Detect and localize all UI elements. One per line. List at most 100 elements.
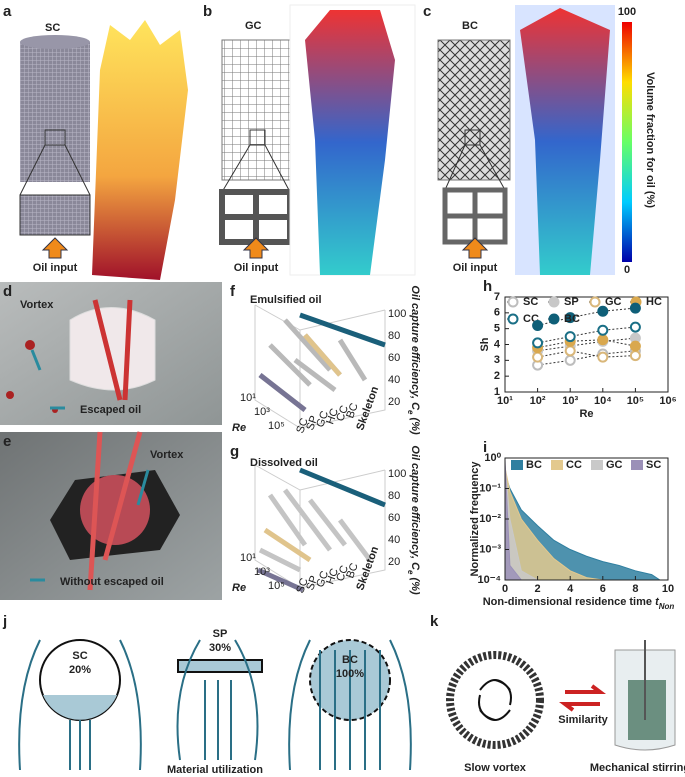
- x-label-part: Non-dimensional residence time: [483, 596, 655, 608]
- oil-input: Oil input: [234, 262, 279, 274]
- z-tick: 60: [388, 512, 400, 524]
- area: [504, 467, 603, 581]
- z-tick: 40: [388, 534, 400, 546]
- z-tick: 100: [388, 468, 406, 480]
- colorbar: [622, 22, 632, 262]
- skeleton-tick: CC: [334, 404, 351, 423]
- legend-swatch: [631, 460, 643, 470]
- skeleton-tick: SP: [304, 574, 320, 592]
- panel-label: a: [3, 3, 12, 20]
- annotation: Vortex: [20, 299, 54, 311]
- re-label: Re: [232, 422, 246, 434]
- z-label: Oil capture efficiency, Ce (%): [406, 285, 421, 435]
- y-tick-label: 1: [494, 386, 500, 398]
- label: 30%: [209, 642, 231, 654]
- tube: [92, 299, 133, 401]
- x-tick-label: 10²: [530, 395, 546, 407]
- legend-marker: [589, 296, 601, 308]
- z-tick: 60: [388, 352, 400, 364]
- arrows: [30, 349, 65, 410]
- legend-label: HC: [646, 296, 662, 308]
- legend-label: CC: [566, 459, 582, 471]
- z-tick: 40: [388, 374, 400, 386]
- y-tick-label: 10⁻⁴: [478, 574, 501, 586]
- annotation: Escaped oil: [80, 404, 141, 416]
- panel-label: i: [483, 439, 487, 456]
- point: [597, 324, 609, 336]
- re-tick: 10⁵: [268, 580, 285, 592]
- annotation: Vortex: [150, 449, 184, 461]
- cylinder: [221, 39, 291, 181]
- caption: Mechanical stirring: [590, 762, 685, 774]
- z-label-part: Oil capture efficiency, C: [409, 445, 421, 571]
- legend-label: SP: [564, 296, 579, 308]
- colorbar-label: Volume fraction for oil (%): [644, 72, 656, 208]
- arrows: [30, 469, 150, 582]
- z-label-part: e: [406, 570, 415, 575]
- series-line: [537, 326, 636, 344]
- caption: Material utilization: [167, 764, 263, 776]
- panel-a: [19, 20, 188, 280]
- zoom: [221, 129, 291, 193]
- panel-label: j: [2, 613, 7, 630]
- x-tick-label: 4: [567, 583, 574, 595]
- x-tick-label: 2: [535, 583, 541, 595]
- point: [597, 305, 609, 317]
- bc-detail: [445, 190, 505, 242]
- caption: Slow vortex: [464, 762, 527, 774]
- skeleton-tick: GC: [314, 569, 331, 589]
- caption: Similarity: [558, 714, 608, 726]
- point: [597, 334, 609, 346]
- legend-label: SC: [523, 296, 538, 308]
- colorbar-max: 100: [618, 6, 636, 18]
- panel-label: b: [203, 3, 212, 20]
- y-tick-label: 10⁻²: [479, 513, 501, 525]
- grid-detail: [222, 192, 290, 242]
- legend-label: SC: [646, 459, 661, 471]
- tube: [87, 431, 143, 591]
- title: Dissolved oil: [250, 457, 318, 469]
- title: Emulsified oil: [250, 294, 322, 306]
- arrow: [242, 237, 270, 259]
- legend-marker: [507, 296, 519, 308]
- y-tick-label: 5: [494, 323, 500, 335]
- z-tick: 80: [388, 490, 400, 502]
- panel-label: f: [230, 283, 236, 300]
- legend-marker: [548, 296, 560, 308]
- skeleton-tick: SC: [294, 417, 311, 436]
- panel-label: k: [430, 613, 439, 630]
- series-line: [537, 350, 636, 366]
- z-label-part: (%): [409, 415, 421, 436]
- point: [564, 354, 576, 366]
- title: BC: [462, 20, 478, 32]
- label: BC: [342, 654, 358, 666]
- re-tick: 10⁵: [268, 420, 285, 432]
- x-tick-label: 0: [502, 583, 508, 595]
- skeleton-tick: HC: [324, 567, 341, 586]
- x-tick-label: 10⁵: [627, 395, 644, 407]
- oil-input: Oil input: [453, 262, 498, 274]
- panel-b: [219, 4, 416, 276]
- skeleton-tick: BC: [344, 562, 361, 581]
- z-label-part: e: [406, 410, 415, 415]
- panel-c: [437, 5, 632, 275]
- title: SC: [45, 22, 60, 34]
- annotation: Without escaped oil: [60, 576, 164, 588]
- panel-label: d: [3, 283, 12, 300]
- x-label-part: Non: [659, 602, 675, 611]
- x-tick-label: 6: [600, 583, 606, 595]
- cylinder-top: [20, 35, 90, 49]
- skeleton-tick: SC: [294, 577, 311, 596]
- z-label-part: Oil capture efficiency, C: [409, 285, 421, 411]
- y-tick-label: 3: [494, 354, 500, 366]
- x-label-part: t: [655, 596, 660, 608]
- re-tick: 10³: [254, 406, 270, 418]
- re-label: Re: [232, 582, 246, 594]
- y-label: Normalized frequency: [469, 461, 481, 577]
- legend-label: GC: [606, 459, 623, 471]
- zoom: [444, 129, 506, 191]
- label: 100%: [336, 668, 364, 680]
- series-line: [537, 337, 636, 352]
- z-tick: 100: [388, 308, 406, 320]
- y-tick-label: 4: [494, 338, 501, 350]
